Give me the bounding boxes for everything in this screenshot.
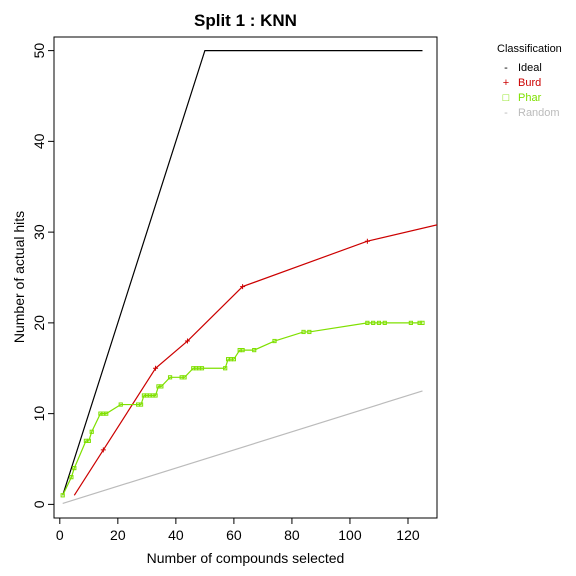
point-phar	[153, 393, 158, 398]
point-phar	[118, 402, 123, 407]
legend-label-ideal: Ideal	[518, 62, 542, 74]
point-phar	[307, 329, 312, 335]
point-phar	[138, 402, 144, 407]
point-burd	[184, 338, 190, 344]
series-line-ideal	[62, 50, 423, 496]
point-phar	[86, 438, 91, 443]
point-burd	[364, 238, 370, 244]
legend-symbol-phar: □	[503, 92, 510, 104]
y-tick-label: 0	[31, 500, 47, 508]
series-phar	[60, 320, 425, 498]
x-axis-label: Number of compounds selected	[147, 550, 345, 566]
point-phar	[365, 320, 370, 325]
point-burd	[240, 284, 246, 290]
point-phar	[182, 375, 187, 380]
y-tick-label: 10	[31, 406, 47, 422]
y-axis: 0 10 20 30 40 50	[31, 43, 54, 508]
point-phar	[382, 320, 387, 325]
point-phar	[159, 384, 164, 389]
legend-label-burd: Burd	[518, 77, 541, 89]
y-tick-label: 50	[31, 43, 47, 59]
legend-symbol-burd: +	[503, 77, 509, 89]
x-tick-label: 0	[56, 527, 64, 543]
point-phar	[272, 338, 277, 344]
legend-label-phar: Phar	[518, 92, 542, 104]
point-phar	[69, 475, 74, 480]
legend: Classification - Ideal+ Burd□ Phar- Random	[497, 43, 562, 119]
x-tick-label: 60	[226, 527, 242, 543]
chart-title: Split 1 : KNN	[194, 11, 297, 30]
series-line-random	[62, 390, 423, 505]
series-line-burd	[73, 224, 437, 496]
point-phar	[371, 320, 376, 325]
legend-label-random: Random	[518, 107, 560, 119]
point-burd	[153, 365, 159, 371]
point-phar	[301, 329, 306, 335]
point-phar	[223, 366, 228, 371]
point-phar	[72, 465, 77, 471]
x-tick-label: 120	[396, 527, 420, 543]
point-phar	[420, 320, 425, 325]
series-burd	[73, 224, 437, 496]
plot-frame	[53, 36, 438, 519]
legend-title: Classification	[497, 43, 562, 55]
x-tick-label: 20	[110, 527, 126, 543]
point-phar	[199, 366, 205, 371]
x-axis: 0 20 40 60 80 100 120	[56, 518, 420, 543]
point-phar	[252, 348, 257, 353]
y-tick-label: 40	[31, 133, 47, 149]
point-phar	[60, 493, 65, 498]
legend-symbol-random: -	[504, 107, 508, 119]
point-phar	[408, 320, 413, 325]
series-layer	[60, 50, 437, 505]
point-phar	[89, 429, 94, 434]
point-phar	[167, 375, 173, 380]
x-tick-label: 100	[338, 527, 362, 543]
x-tick-label: 40	[168, 527, 184, 543]
point-phar	[240, 348, 245, 353]
series-ideal	[62, 50, 423, 496]
y-tick-label: 20	[31, 315, 47, 331]
point-phar	[104, 411, 109, 416]
y-tick-label: 30	[31, 224, 47, 240]
y-axis-label: Number of actual hits	[11, 211, 27, 343]
point-burd	[100, 447, 106, 453]
series-line-phar	[62, 322, 423, 496]
x-tick-label: 80	[284, 527, 300, 543]
series-random	[62, 390, 423, 505]
point-phar	[231, 357, 236, 362]
point-phar	[376, 320, 382, 325]
legend-symbol-ideal: -	[504, 62, 508, 74]
